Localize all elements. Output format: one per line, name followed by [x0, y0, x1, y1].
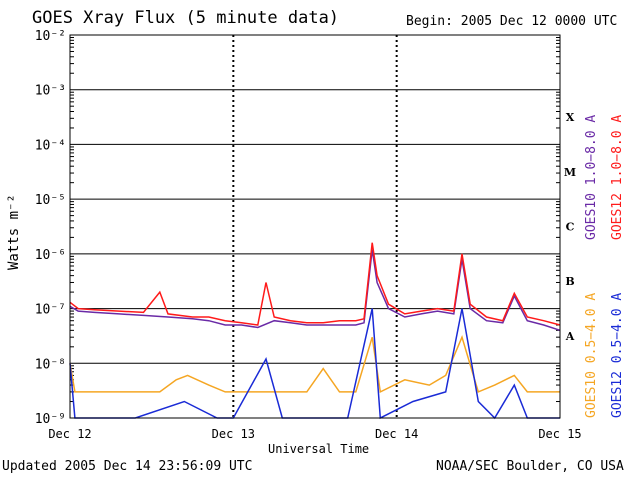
x-tick-label: Dec 12: [48, 427, 91, 441]
legend-entry: GOES10 1.0−8.0 A: [584, 114, 599, 240]
updated-timestamp: Updated 2005 Dec 14 23:56:09 UTC: [2, 459, 253, 474]
y-tick-label: 10⁻⁶: [35, 248, 66, 263]
x-tick-labels: Dec 12 Dec 13 Dec 14 Dec 15: [48, 427, 581, 441]
x-tick-label: Dec 15: [538, 427, 581, 441]
y-tick-label: 10⁻⁸: [35, 357, 66, 372]
y-tick-label: 10⁻⁹: [35, 412, 66, 427]
chart-title: GOES Xray Flux (5 minute data): [32, 8, 340, 28]
flare-class-label: X: [566, 111, 575, 124]
y-tick-label: 10⁻⁷: [35, 303, 66, 318]
y-axis-label: Watts m⁻²: [6, 194, 22, 270]
flare-class-label: C: [566, 221, 575, 234]
chart-series: [69, 242, 561, 420]
credit-text: NOAA/SEC Boulder, CO USA: [436, 459, 624, 474]
legend-entry: GOES12 0.5−4.0 A: [610, 292, 625, 418]
x-tick-label: Dec 13: [212, 427, 255, 441]
y-tick-labels: 10⁻² 10⁻³ 10⁻⁴ 10⁻⁵ 10⁻⁶ 10⁻⁷ 10⁻⁸ 10⁻⁹: [35, 29, 66, 427]
x-axis-label: Universal Time: [268, 442, 370, 456]
plot-frame: [69, 34, 561, 419]
flare-class-label: B: [565, 275, 574, 288]
y-tick-label: 10⁻⁴: [35, 138, 66, 153]
chart-grid: [70, 35, 560, 418]
series-line-1: [69, 242, 561, 326]
flare-class-label: A: [565, 330, 575, 343]
legend-entry: GOES12 1.0−8.0 A: [610, 114, 625, 240]
legend-entry: GOES10 0.5−4.0 A: [584, 292, 599, 418]
x-tick-label: Dec 14: [375, 427, 418, 441]
y-tick-label: 10⁻³: [35, 84, 66, 99]
y-tick-label: 10⁻⁵: [35, 193, 66, 208]
begin-time: Begin: 2005 Dec 12 0000 UTC: [406, 14, 618, 29]
flare-class-labels: X M C B A: [564, 111, 576, 343]
series-line-2: [69, 334, 560, 394]
flare-class-label: M: [564, 166, 576, 179]
y-tick-label: 10⁻²: [35, 29, 66, 44]
series-line-0: [69, 249, 561, 332]
